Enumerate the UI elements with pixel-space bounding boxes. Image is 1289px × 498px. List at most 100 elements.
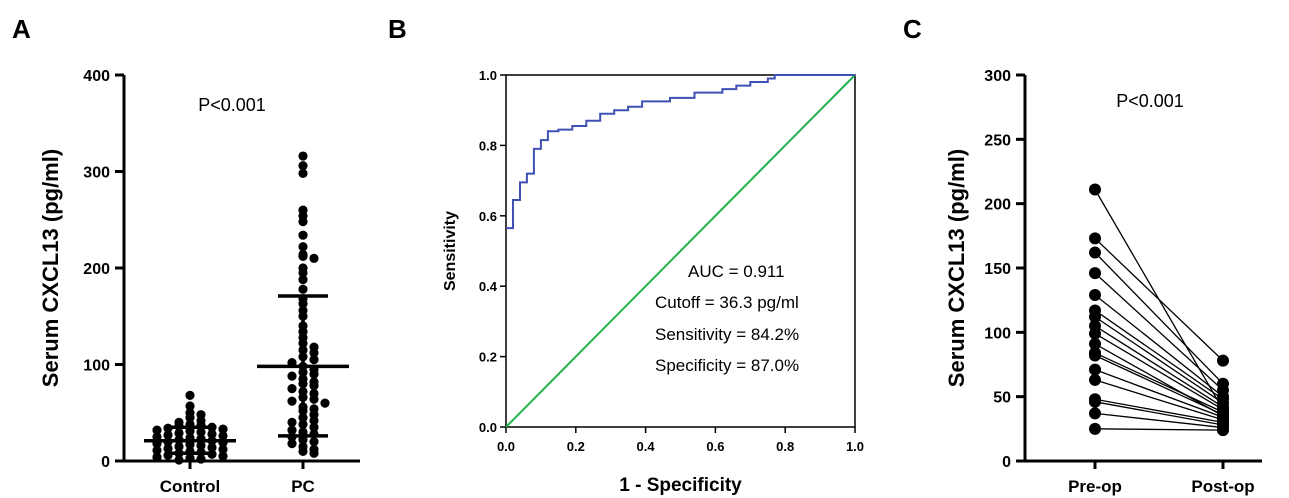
x-tick-label: 0.2	[567, 439, 585, 454]
x-category-label: PC	[291, 477, 315, 496]
data-point	[287, 439, 297, 449]
panel-letter-b: B	[388, 14, 407, 44]
data-point	[174, 428, 184, 438]
pair-line	[1094, 272, 1224, 391]
pair-line	[1094, 428, 1224, 431]
y-tick-label: 0.4	[479, 279, 498, 294]
data-point	[298, 446, 308, 456]
pre-op-point	[1089, 267, 1101, 280]
data-point	[163, 430, 173, 440]
roc-annotation: AUC = 0.911	[688, 262, 785, 281]
data-point	[185, 401, 195, 411]
data-point	[309, 381, 319, 391]
y-axis-title: Serum CXCL13 (pg/ml)	[944, 149, 969, 387]
data-point	[207, 429, 217, 439]
y-tick-label: 0.8	[479, 138, 497, 153]
pre-op-point	[1089, 422, 1101, 435]
pair-line	[1094, 333, 1224, 411]
pair-line	[1094, 401, 1224, 426]
post-op-point	[1217, 409, 1229, 422]
pre-op-point	[1089, 395, 1101, 408]
pair-line	[1094, 412, 1224, 429]
data-point	[196, 440, 206, 451]
data-point	[196, 454, 206, 464]
panel-c: 0 50 100 150 200 250 300 Serum CXCL13 (pg/ml) P<…	[944, 68, 1262, 496]
y-tick-label: 0.6	[479, 209, 497, 224]
data-point	[309, 348, 319, 358]
data-point	[218, 451, 228, 461]
data-point	[287, 371, 297, 381]
reference-diagonal	[505, 74, 856, 428]
y-tick-label: 250	[984, 132, 1011, 149]
data-point	[298, 151, 308, 161]
y-tick-label: 0	[1002, 454, 1011, 471]
x-tick-label: 0.6	[706, 439, 724, 454]
data-point	[174, 455, 184, 465]
pre-op-point	[1089, 337, 1101, 350]
data-point	[287, 384, 297, 394]
y-tick-label: 100	[984, 325, 1011, 342]
y-axis-title: Sensitivity	[442, 211, 459, 291]
pair-line	[1094, 316, 1224, 404]
data-point	[287, 425, 297, 435]
data-point	[287, 396, 297, 406]
y-tick-label: 0.2	[479, 350, 497, 365]
pre-op-point	[1089, 246, 1101, 259]
pre-op-point	[1089, 289, 1101, 302]
data-point	[152, 445, 162, 455]
p-value-annotation: P<0.001	[1116, 91, 1184, 111]
data-point	[309, 422, 319, 432]
pair-line	[1094, 369, 1224, 418]
data-point	[298, 161, 308, 171]
x-tick-label: 0.0	[497, 439, 515, 454]
roc-curve	[506, 74, 855, 230]
pair-line	[1094, 325, 1224, 408]
data-point	[218, 444, 228, 455]
data-point	[218, 431, 228, 441]
data-point	[309, 394, 319, 404]
panel-a: 0 100 200 300 400 Serum CXCL13 (pg/ml) P<0.001…	[38, 68, 360, 496]
x-tick-label: 0.8	[776, 439, 794, 454]
plot-frame	[505, 74, 856, 428]
data-point	[298, 284, 308, 294]
post-op-point	[1217, 354, 1229, 367]
y-tick-label: 300	[83, 165, 110, 182]
pre-op-point	[1089, 327, 1101, 340]
x-tick-label: 0.4	[637, 439, 656, 454]
panel-b: 0.00.0 0.2 0.2 0.4 0.4 0.6 0.6 0.8 0.8 1.0 1.0 1 - …	[442, 68, 864, 496]
data-point	[298, 274, 308, 285]
y-tick-label: 400	[83, 68, 110, 85]
data-point	[163, 443, 173, 454]
data-point	[298, 242, 308, 252]
data-point	[298, 217, 308, 227]
data-point	[309, 437, 319, 447]
data-point	[287, 417, 297, 427]
y-tick-label: 50	[993, 390, 1011, 407]
data-point	[207, 442, 217, 453]
x-axis-title: 1 - Specificity	[619, 475, 742, 496]
panel-letter-a: A	[12, 14, 31, 44]
pre-op-point	[1089, 363, 1101, 376]
y-axis-title: Serum CXCL13 (pg/ml)	[38, 149, 63, 387]
data-point	[185, 453, 195, 463]
pair-line	[1094, 294, 1224, 398]
y-tick-label: 200	[984, 197, 1011, 214]
roc-annotation: Cutoff = 36.3 pg/ml	[655, 293, 799, 312]
x-category-label: Control	[160, 477, 220, 496]
pre-op-point	[1089, 373, 1101, 386]
post-op-point	[1217, 424, 1229, 437]
data-point	[309, 369, 319, 379]
y-tick-label: 0	[101, 454, 110, 471]
pair-line	[1094, 309, 1224, 400]
pre-op-point	[1089, 232, 1101, 245]
data-point	[218, 424, 228, 434]
data-point	[185, 412, 195, 423]
data-point	[298, 268, 308, 278]
x-category-label: Pre-op	[1068, 477, 1122, 496]
data-point	[298, 251, 308, 262]
pair-line	[1094, 379, 1224, 421]
panel-letter-c: C	[903, 14, 922, 44]
pair-line	[1094, 252, 1224, 385]
data-point	[152, 452, 162, 462]
data-point	[152, 425, 162, 435]
